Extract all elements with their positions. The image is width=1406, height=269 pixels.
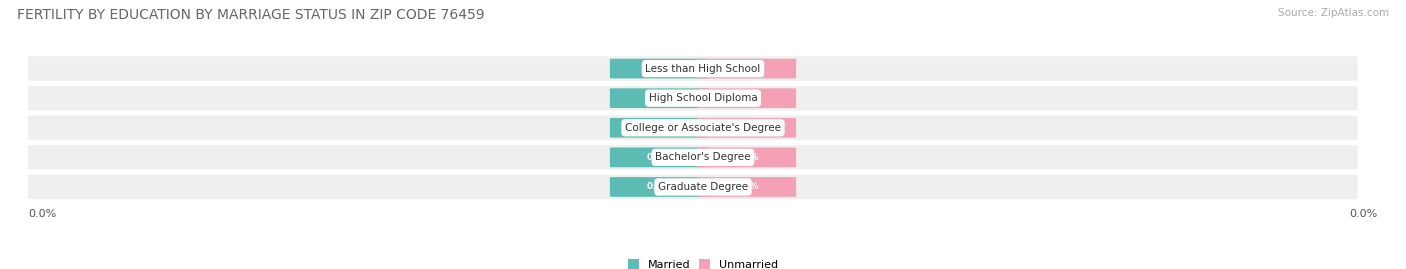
FancyBboxPatch shape (610, 147, 709, 167)
Text: 0.0%: 0.0% (647, 153, 672, 162)
Text: 0.0%: 0.0% (647, 182, 672, 192)
FancyBboxPatch shape (610, 177, 709, 197)
Text: Graduate Degree: Graduate Degree (658, 182, 748, 192)
Text: 0.0%: 0.0% (734, 153, 759, 162)
Text: College or Associate's Degree: College or Associate's Degree (626, 123, 780, 133)
FancyBboxPatch shape (697, 118, 796, 138)
Text: 0.0%: 0.0% (1350, 209, 1378, 219)
FancyBboxPatch shape (610, 59, 709, 79)
Text: 0.0%: 0.0% (647, 123, 672, 132)
Text: 0.0%: 0.0% (734, 123, 759, 132)
FancyBboxPatch shape (28, 145, 1358, 170)
Text: 0.0%: 0.0% (28, 209, 56, 219)
Text: 0.0%: 0.0% (647, 94, 672, 103)
FancyBboxPatch shape (28, 56, 1358, 81)
Text: 0.0%: 0.0% (734, 64, 759, 73)
Legend: Married, Unmarried: Married, Unmarried (624, 256, 782, 269)
Text: Bachelor's Degree: Bachelor's Degree (655, 152, 751, 162)
Text: Less than High School: Less than High School (645, 63, 761, 74)
FancyBboxPatch shape (610, 88, 709, 108)
FancyBboxPatch shape (28, 175, 1358, 199)
Text: FERTILITY BY EDUCATION BY MARRIAGE STATUS IN ZIP CODE 76459: FERTILITY BY EDUCATION BY MARRIAGE STATU… (17, 8, 485, 22)
FancyBboxPatch shape (28, 86, 1358, 111)
Text: Source: ZipAtlas.com: Source: ZipAtlas.com (1278, 8, 1389, 18)
Text: 0.0%: 0.0% (734, 182, 759, 192)
Text: 0.0%: 0.0% (647, 64, 672, 73)
FancyBboxPatch shape (697, 177, 796, 197)
FancyBboxPatch shape (28, 115, 1358, 140)
FancyBboxPatch shape (697, 59, 796, 79)
Text: 0.0%: 0.0% (734, 94, 759, 103)
FancyBboxPatch shape (610, 118, 709, 138)
FancyBboxPatch shape (697, 147, 796, 167)
Text: High School Diploma: High School Diploma (648, 93, 758, 103)
FancyBboxPatch shape (697, 88, 796, 108)
